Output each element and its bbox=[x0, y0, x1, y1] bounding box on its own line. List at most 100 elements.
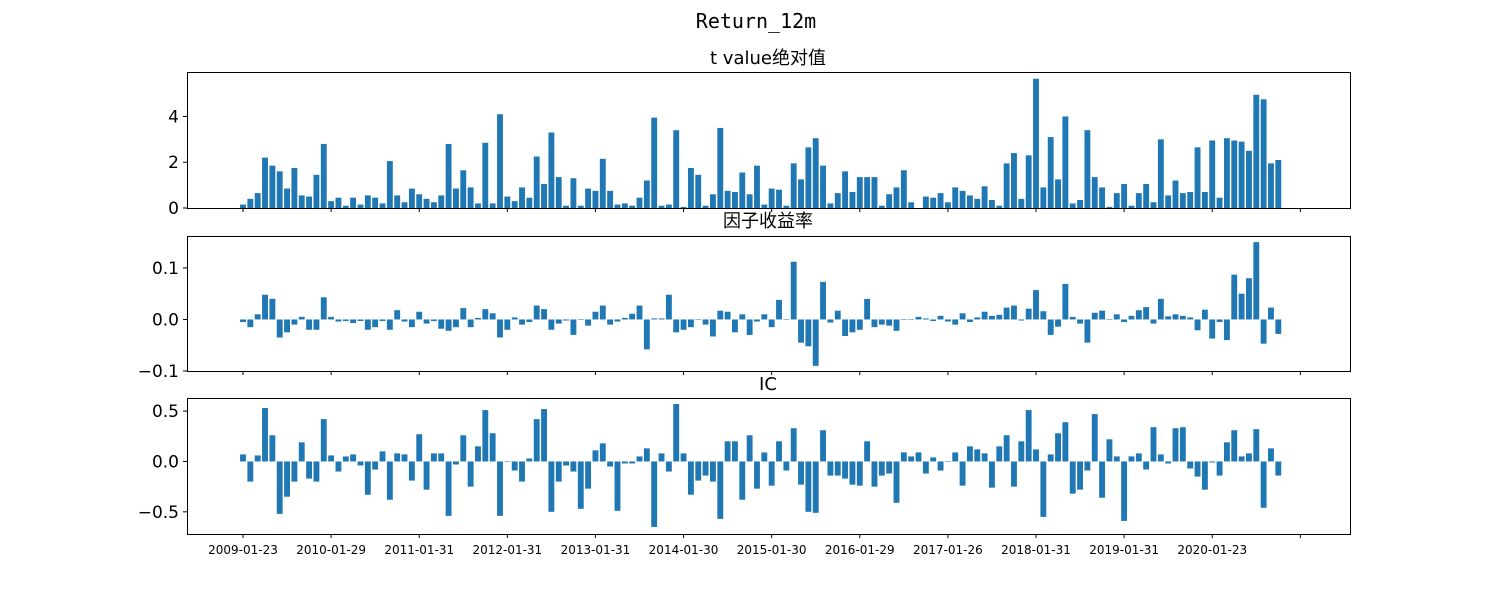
bar-factor-return-2013-08-30 bbox=[643, 319, 650, 350]
bar-factor-return-2019-12-31 bbox=[1201, 309, 1208, 320]
bar-ic-2013-06-28 bbox=[629, 461, 636, 464]
bar-t-value-2018-12-28 bbox=[1113, 193, 1120, 208]
bar-ic-2009-05-27 bbox=[269, 435, 276, 462]
bar-factor-return-2013-10-31 bbox=[658, 318, 665, 320]
bar-factor-return-2018-04-27 bbox=[1055, 319, 1061, 327]
bar-t-value-2017-07-31 bbox=[989, 199, 995, 208]
bar-factor-return-2018-02-28 bbox=[1040, 311, 1047, 320]
bar-factor-return-2018-06-29 bbox=[1069, 316, 1076, 320]
bar-ic-2020-06-30 bbox=[1246, 453, 1252, 462]
y-tick-label: 2 bbox=[168, 153, 179, 173]
bar-ic-2015-10-30 bbox=[834, 461, 841, 476]
bar-t-value-2015-11-30 bbox=[842, 171, 849, 208]
bar-t-value-2018-03-30 bbox=[1047, 137, 1054, 208]
bar-ic-2018-09-28 bbox=[1091, 414, 1098, 462]
bar-t-value-2012-06-29 bbox=[541, 183, 547, 208]
bar-factor-return-2017-02-28 bbox=[952, 319, 959, 325]
bar-t-value-2016-12-30 bbox=[937, 193, 944, 208]
bar-t-value-2020-02-28 bbox=[1216, 197, 1223, 208]
bar-t-value-2011-04-29 bbox=[438, 195, 445, 208]
bar-t-value-2010-08-31 bbox=[379, 203, 386, 208]
bar-ic-2018-04-27 bbox=[1055, 433, 1061, 462]
bar-ic-2009-01-23 bbox=[240, 454, 246, 462]
bar-ic-2010-02-26 bbox=[335, 461, 342, 472]
bar-t-value-2017-11-30 bbox=[1018, 198, 1025, 208]
bar-t-value-2011-08-31 bbox=[467, 187, 474, 208]
bar-t-value-2012-08-31 bbox=[555, 177, 562, 208]
bar-ic-2016-10-31 bbox=[922, 461, 929, 474]
bar-ic-2013-12-31 bbox=[673, 404, 680, 462]
bar-ic-2020-03-31 bbox=[1223, 442, 1230, 462]
bar-factor-return-2014-10-31 bbox=[746, 319, 753, 335]
bar-factor-return-2013-01-31 bbox=[592, 311, 599, 320]
bar-t-value-2017-02-28 bbox=[952, 187, 959, 208]
bar-t-value-2014-10-31 bbox=[746, 194, 753, 208]
bar-ic-2015-11-30 bbox=[842, 461, 849, 479]
bar-factor-return-2017-07-31 bbox=[989, 315, 995, 320]
y-tick-label: 0 bbox=[168, 199, 179, 219]
bar-factor-return-2011-04-29 bbox=[438, 319, 445, 329]
bar-ic-2015-07-31 bbox=[812, 461, 819, 513]
bar-ic-2012-09-28 bbox=[563, 461, 570, 466]
bar-ic-2018-05-31 bbox=[1062, 422, 1069, 462]
plot-frame-factor-return bbox=[187, 236, 1351, 372]
bar-ic-2013-08-30 bbox=[643, 448, 650, 462]
bar-t-value-2018-02-28 bbox=[1040, 187, 1047, 208]
bar-t-value-2011-06-30 bbox=[453, 188, 459, 208]
bar-t-value-2018-10-31 bbox=[1099, 187, 1106, 208]
bar-ic-2015-12-31 bbox=[849, 461, 856, 485]
bar-t-value-2013-03-29 bbox=[607, 190, 614, 208]
bar-factor-return-2020-02-28 bbox=[1216, 319, 1223, 323]
bar-t-value-2016-08-31 bbox=[908, 202, 915, 208]
bar-factor-return-2009-01-23 bbox=[240, 319, 246, 323]
bar-ic-2017-04-28 bbox=[966, 446, 973, 462]
bar-t-value-2009-01-23 bbox=[240, 204, 246, 208]
bar-t-value-2020-04-30 bbox=[1231, 140, 1238, 208]
bar-factor-return-2013-07-31 bbox=[636, 305, 643, 320]
bar-factor-return-2014-01-30 bbox=[680, 319, 687, 330]
bar-t-value-2011-11-30 bbox=[489, 203, 496, 208]
bar-ic-2018-10-31 bbox=[1099, 461, 1106, 498]
bar-ic-2011-09-30 bbox=[475, 446, 481, 462]
bar-factor-return-2011-03-31 bbox=[430, 319, 437, 322]
bar-t-value-2012-05-31 bbox=[533, 156, 540, 208]
bar-factor-return-2011-10-31 bbox=[482, 309, 489, 320]
bar-factor-return-2016-11-30 bbox=[930, 319, 937, 322]
bar-t-value-2015-05-29 bbox=[798, 179, 804, 208]
bar-factor-return-2020-09-30 bbox=[1268, 307, 1274, 320]
bar-ic-2020-04-30 bbox=[1231, 430, 1238, 462]
bar-t-value-2019-09-30 bbox=[1179, 193, 1186, 208]
bar-factor-return-2013-05-31 bbox=[621, 317, 628, 320]
bar-ic-2018-06-29 bbox=[1069, 461, 1076, 494]
bar-t-value-2015-03-31 bbox=[783, 205, 790, 208]
bar-ic-2011-11-30 bbox=[489, 433, 496, 462]
panel-title-ic: IC bbox=[759, 374, 777, 395]
bar-t-value-2019-02-28 bbox=[1128, 205, 1135, 208]
bar-t-value-2016-04-29 bbox=[878, 205, 885, 208]
bar-factor-return-2012-10-31 bbox=[570, 319, 577, 335]
bar-ic-2010-01-29 bbox=[328, 455, 335, 462]
bar-factor-return-2013-11-29 bbox=[665, 294, 672, 320]
bar-ic-2010-12-31 bbox=[408, 461, 415, 481]
bar-t-value-2016-02-29 bbox=[864, 177, 871, 208]
bar-t-value-2010-12-31 bbox=[408, 188, 415, 208]
bar-factor-return-2012-06-29 bbox=[541, 309, 547, 320]
bar-ic-2016-09-30 bbox=[915, 452, 922, 462]
bar-ic-2010-11-30 bbox=[401, 454, 408, 462]
bar-ic-2014-01-30 bbox=[680, 453, 687, 462]
bar-ic-2014-12-31 bbox=[761, 452, 768, 462]
bar-ic-2012-06-29 bbox=[541, 409, 547, 462]
bar-ic-2009-09-30 bbox=[298, 442, 305, 462]
bar-t-value-2015-07-31 bbox=[812, 138, 819, 208]
bar-t-value-2019-03-29 bbox=[1135, 193, 1142, 208]
bar-t-value-2013-11-29 bbox=[665, 204, 672, 208]
bar-t-value-2020-09-30 bbox=[1268, 163, 1274, 208]
panel-t-value: t value绝对值 0 2 4 bbox=[168, 48, 1351, 219]
bar-t-value-2011-02-28 bbox=[423, 198, 430, 208]
bars-ic bbox=[240, 404, 1282, 527]
figure-title: Return_12m bbox=[696, 9, 816, 33]
bar-ic-2013-05-31 bbox=[621, 461, 628, 464]
bar-factor-return-2009-10-30 bbox=[306, 319, 313, 330]
panel-factor-return: 因子收益率 −0.1 0.0 0.1 bbox=[138, 211, 1351, 382]
bar-factor-return-2012-07-31 bbox=[548, 319, 555, 330]
